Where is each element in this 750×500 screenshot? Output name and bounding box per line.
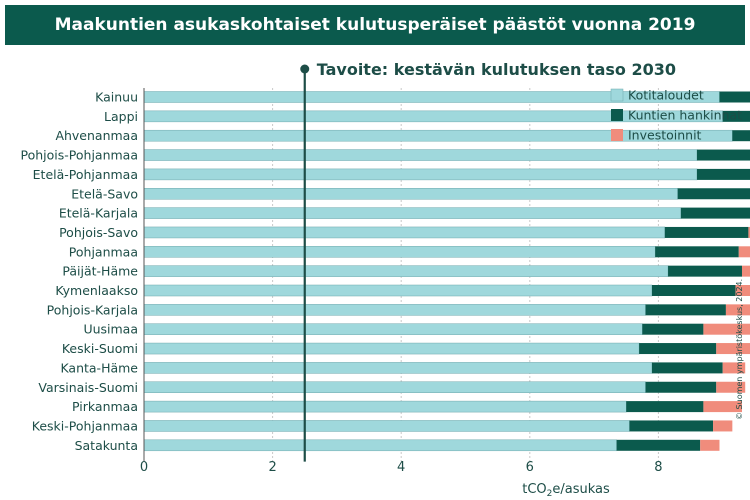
category-label: Pohjois-Savo <box>59 225 138 240</box>
bar-kuntien-hankinnat <box>651 362 723 374</box>
bar-kuntien-hankinnat <box>616 439 701 451</box>
category-label: Päijät-Häme <box>62 264 138 279</box>
target-dot <box>300 64 310 74</box>
category-label: Pirkanmaa <box>72 399 138 414</box>
category-label: Uusimaa <box>83 322 138 337</box>
bar-kotitaloudet <box>143 362 653 374</box>
chart-title: Maakuntien asukaskohtaiset kulutusperäis… <box>5 5 745 45</box>
bar-investoinnit <box>703 323 750 335</box>
bar-kuntien-hankinnat <box>680 207 750 219</box>
bar-kotitaloudet <box>143 246 656 258</box>
bar-kotitaloudet <box>143 420 630 432</box>
bar-kuntien-hankinnat <box>645 381 717 393</box>
category-label: Pohjois-Karjala <box>47 302 138 317</box>
category-label: Keski-Pohjanmaa <box>32 418 138 433</box>
bar-kuntien-hankinnat <box>696 168 750 180</box>
bar-kuntien-hankinnat <box>639 343 717 355</box>
bar-kotitaloudet <box>143 188 678 200</box>
bar-investoinnit <box>748 226 750 238</box>
bar-investoinnit <box>725 304 750 316</box>
category-label: Lappi <box>104 109 138 124</box>
bar-kuntien-hankinnat <box>664 226 749 238</box>
legend: Kotitaloudet Kuntien hankinnat Investoinni… <box>610 88 742 143</box>
bar-kuntien-hankinnat <box>651 285 736 296</box>
x-tick-label: 2 <box>268 460 276 475</box>
target-label: Tavoite: kestävän kulutuksen taso 2030 <box>317 60 676 79</box>
category-label: Kymenlaakso <box>55 283 138 298</box>
bar-investoinnit <box>713 420 733 432</box>
bar-kotitaloudet <box>143 381 646 393</box>
bar-kotitaloudet <box>143 226 666 239</box>
bar-kuntien-hankinnat <box>645 304 726 316</box>
bar-kuntien-hankinnat <box>626 401 704 413</box>
category-label: Pohjanmaa <box>69 244 138 259</box>
x-axis-label-part: tCO <box>522 482 546 497</box>
target-marker: Tavoite: kestävän kulutuksen taso 2030 <box>300 60 676 462</box>
legend-label: Investoinnit <box>628 128 702 143</box>
category-label: Varsinais-Suomi <box>38 380 138 395</box>
bar-kuntien-hankinnat <box>642 323 704 335</box>
bar-kotitaloudet <box>143 323 643 335</box>
category-labels: Kainuu Lappi Ahvenanmaa Pohjois-Pohjanmaa Et… <box>21 90 139 453</box>
bar-kotitaloudet <box>143 439 617 452</box>
x-axis-label-part: e/asukas <box>552 482 610 497</box>
bar-kuntien-hankinnat <box>696 149 750 161</box>
bar-kuntien-hankinnat <box>655 246 739 258</box>
category-label: Pohjois-Pohjanmaa <box>21 148 139 163</box>
bar-kuntien-hankinnat <box>732 130 750 142</box>
bar-kotitaloudet <box>143 207 682 219</box>
copyright-note: © Suomen ympäristökeskus, 2024. <box>735 278 744 420</box>
legend-label: Kuntien hankinnat <box>628 108 742 123</box>
legend-swatch <box>611 129 623 141</box>
bar-investoinnit <box>735 285 750 296</box>
bar-investoinnit <box>716 343 750 355</box>
category-label: Satakunta <box>75 438 138 453</box>
bar-investoinnit <box>722 362 746 374</box>
category-label: Etelä-Savo <box>71 186 138 201</box>
bar-investoinnit <box>716 381 746 393</box>
bar-investoinnit <box>700 439 720 451</box>
bar-kotitaloudet <box>143 168 698 181</box>
bar-kotitaloudet <box>143 400 627 413</box>
category-label: Etelä-Karjala <box>59 206 138 221</box>
bar-kotitaloudet <box>143 304 646 316</box>
bar-kuntien-hankinnat <box>668 265 742 277</box>
x-tick-labels: 024681012 <box>140 460 663 475</box>
category-label: Kanta-Häme <box>60 360 138 375</box>
x-tick-label: 0 <box>140 460 148 475</box>
bar-kotitaloudet <box>143 149 698 161</box>
bar-kotitaloudet <box>143 284 653 297</box>
bar-investoinnit <box>703 401 742 413</box>
bar-kuntien-hankinnat <box>722 110 750 122</box>
bar-investoinnit <box>738 246 750 258</box>
x-tick-label: 6 <box>526 460 534 475</box>
legend-swatch <box>611 109 623 121</box>
bar-investoinnit <box>741 265 750 277</box>
category-label: Keski-Suomi <box>62 341 138 356</box>
bar-kuntien-hankinnat <box>719 91 750 103</box>
category-label: Etelä-Pohjanmaa <box>33 167 138 182</box>
legend-label: Kotitaloudet <box>628 88 704 103</box>
bar-kotitaloudet <box>143 265 669 277</box>
category-label: Ahvenanmaa <box>55 128 138 143</box>
x-axis-label-subscript: 2 <box>547 489 553 499</box>
x-tick-label: 8 <box>654 460 662 475</box>
x-axis-label: tCO2e/asukas <box>522 482 610 499</box>
legend-swatch <box>610 88 624 102</box>
x-tick-label: 4 <box>397 460 405 475</box>
bar-kotitaloudet <box>143 342 640 355</box>
bar-kuntien-hankinnat <box>677 188 750 200</box>
bar-kuntien-hankinnat <box>629 420 714 432</box>
chart-bars <box>143 91 750 452</box>
category-label: Kainuu <box>95 90 138 105</box>
